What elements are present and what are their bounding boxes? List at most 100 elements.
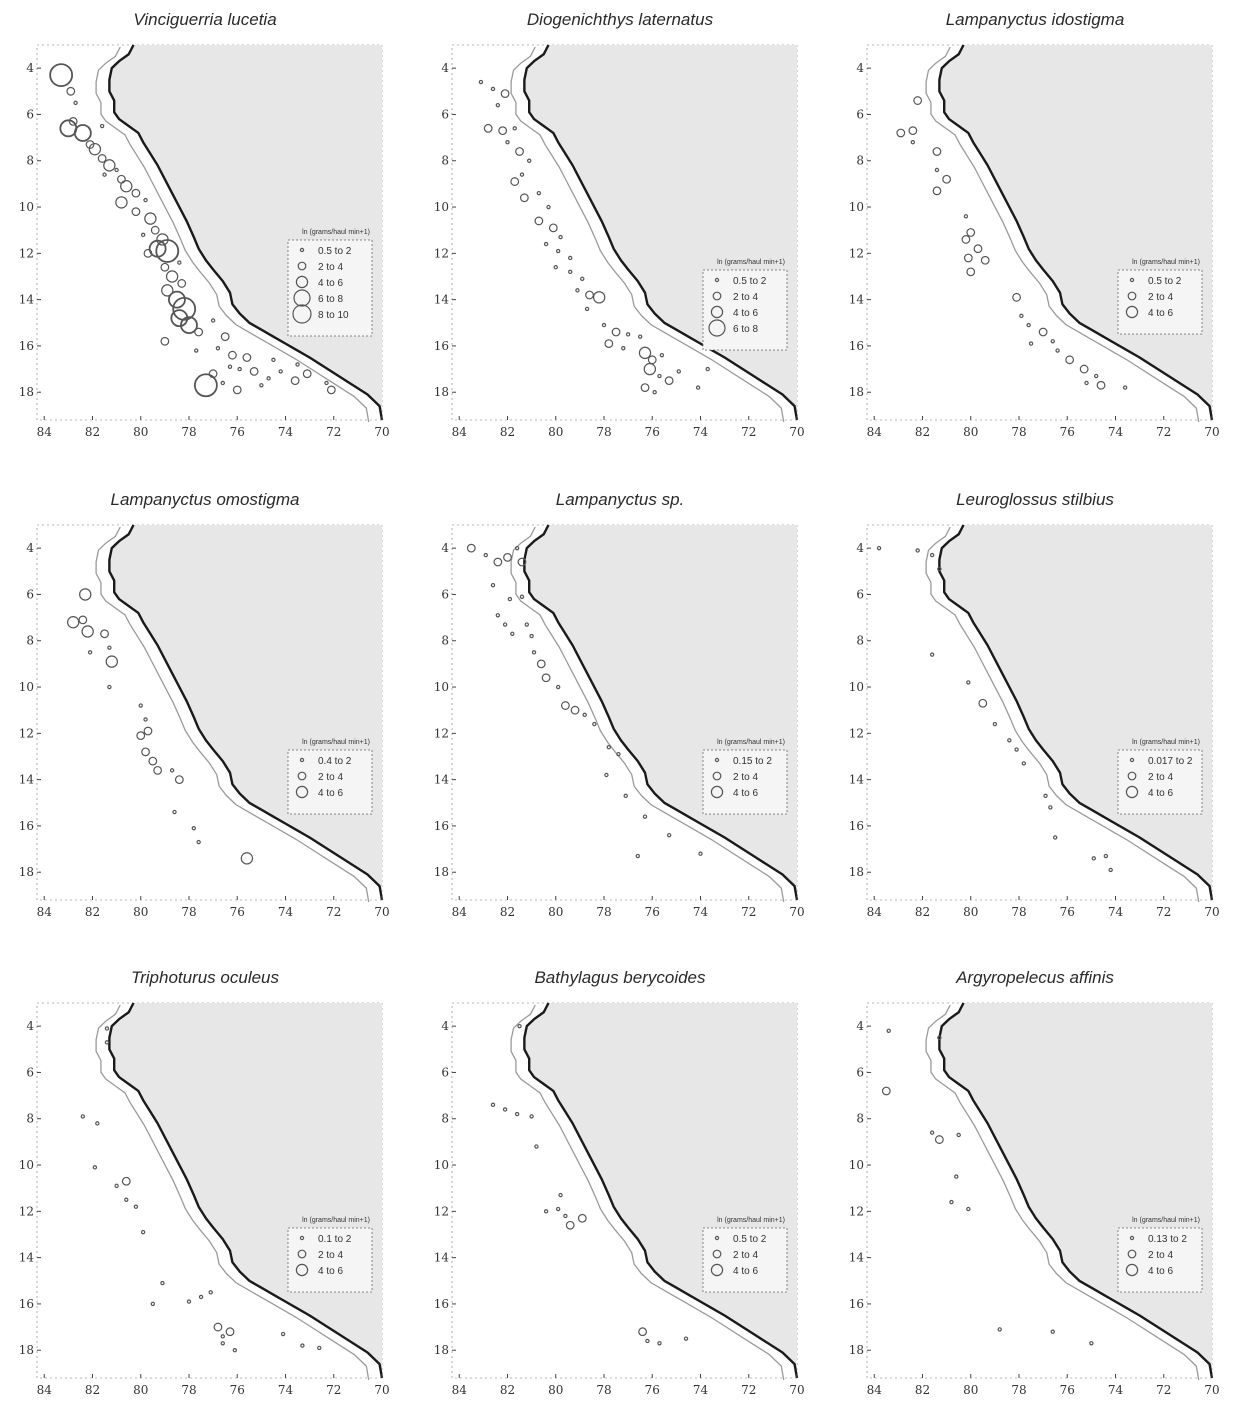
catch-point [1026,322,1031,328]
map-panel: Lampanyctus omostigma 4 6 8 10 12 14 16 18 84 82 80… [19,490,390,920]
x-tick-label: 70 [374,425,389,439]
y-tick-label: 16 [19,819,34,833]
catch-point [99,123,105,129]
catch-point [519,594,525,599]
catch-point [1096,380,1106,390]
catch-point [1065,355,1075,365]
catch-point [153,765,163,775]
catch-point [956,1132,961,1138]
catch-point [929,552,935,558]
legend-symbol [299,757,305,763]
catch-point [1089,1341,1094,1346]
x-tick-label: 80 [963,905,978,919]
map-plot: 4 6 8 10 12 14 16 18 84 82 80 78 76 74 72 70 ln (grams/h… [19,524,390,919]
catch-point [80,1114,86,1119]
catch-point [500,89,510,99]
catch-point [144,212,157,225]
catch-point [73,100,78,106]
legend-symbol [295,785,309,799]
species-title: Lampanyctus omostigma [110,490,300,509]
x-tick-label: 74 [278,1383,294,1397]
y-tick-label: 16 [849,1297,864,1311]
catch-point [643,362,657,376]
catch-point [1052,835,1058,840]
catch-point [66,616,80,629]
catch-point [575,288,580,293]
x-tick-label: 76 [1060,1383,1075,1397]
catch-point [637,334,643,339]
x-tick-label: 74 [278,905,294,919]
x-tick-label: 72 [326,1383,341,1397]
catch-point [1084,380,1089,386]
y-tick-label: 14 [19,773,35,787]
y-tick-label: 6 [441,107,449,121]
catch-point [87,650,93,655]
coastline [523,44,799,421]
catch-point [92,1165,98,1170]
x-tick-label: 84 [867,1383,883,1397]
map-panel: Lampanyctus idostigma 4 6 8 10 12 14 16 18 84 82 80… [849,10,1220,440]
catch-point [1048,805,1053,810]
x-tick-label: 72 [741,425,756,439]
y-tick-label: 18 [849,1343,864,1357]
x-tick-label: 76 [230,905,245,919]
map-panel: Triphoturus oculeus 4 6 8 10 12 14 16 18 84 82 80 78… [19,968,390,1398]
legend-label: 2 to 4 [733,292,758,303]
y-tick-label: 10 [849,200,864,214]
catch-point [606,745,612,750]
legend-symbol [1125,785,1139,799]
catch-point [140,1229,146,1235]
legend-label: 0.4 to 2 [318,756,352,767]
legend-symbol [299,1235,305,1241]
catch-point [942,174,952,184]
y-tick-label: 16 [434,339,449,353]
x-tick-label: 76 [645,905,660,919]
x-tick-label: 84 [452,425,468,439]
x-tick-label: 70 [789,905,804,919]
catch-point [698,851,703,856]
legend-label: 4 to 6 [318,278,343,289]
catch-point [232,385,242,395]
catch-point [505,140,510,145]
x-tick-label: 80 [133,425,148,439]
map-panel: Lampanyctus sp. 4 6 8 10 12 14 16 18 84 82 80 78 76 74… [434,490,805,920]
y-tick-label: 6 [26,107,34,121]
y-tick-label: 12 [19,1204,34,1218]
x-tick-label: 82 [500,905,515,919]
legend-label: 0.5 to 2 [733,1234,767,1245]
catch-point [666,832,672,838]
catch-point [529,633,534,639]
catch-point [1007,738,1012,743]
legend-header: ln (grams/haul min+1) [1132,739,1200,746]
x-tick-label: 70 [1204,905,1219,919]
y-tick-label: 18 [434,865,449,879]
catch-point [548,223,558,233]
catch-point [193,373,218,398]
catch-point [196,839,201,845]
legend-header: ln (grams/haul min+1) [1132,259,1200,266]
x-tick-label: 74 [1108,1383,1124,1397]
map-plot: 4 6 8 10 12 14 16 18 84 82 80 78 76 74 72 70 ln (grams/h… [19,1002,390,1397]
catch-point [623,793,628,799]
catch-point [642,814,648,819]
catch-point [568,255,573,261]
y-tick-label: 14 [849,1251,865,1265]
legend-symbol [297,1249,307,1259]
legend-label: 4 to 6 [733,788,758,799]
x-tick-label: 70 [374,1383,389,1397]
catch-point [160,336,170,346]
catch-point [565,1220,575,1230]
catch-point [555,1206,561,1212]
legend-symbol [295,275,309,289]
y-tick-label: 12 [434,246,449,260]
legend-label: 4 to 6 [1148,308,1173,319]
catch-point [625,332,631,337]
species-title: Diogenichthys laternatus [526,10,714,29]
catch-point [220,380,225,386]
coastline [108,524,384,901]
catch-point [242,353,252,362]
catch-point [585,290,594,300]
x-tick-label: 78 [181,1383,196,1397]
catch-point [534,216,544,226]
catch-point [534,1144,539,1149]
